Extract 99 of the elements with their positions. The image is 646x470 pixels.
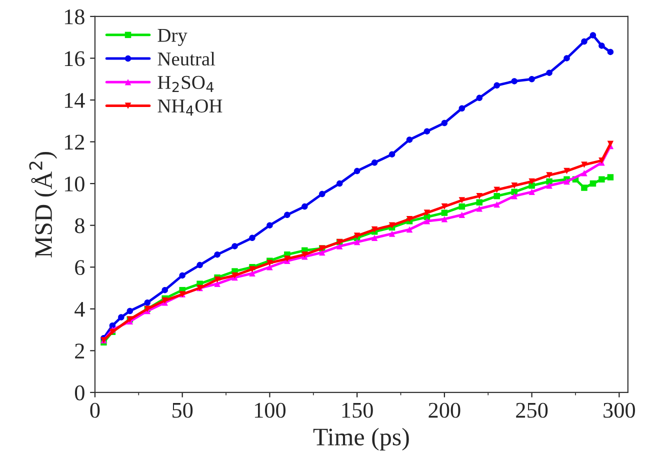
x-tick-label: 300 xyxy=(604,402,635,418)
point xyxy=(581,184,588,191)
y-tick-label: 10 xyxy=(64,176,84,192)
y-tick-label: 14 xyxy=(64,93,85,108)
point xyxy=(581,170,588,176)
point xyxy=(564,55,570,62)
point xyxy=(546,70,552,76)
point xyxy=(546,178,552,185)
point xyxy=(144,300,151,306)
x-tick-label: 200 xyxy=(428,402,460,418)
point xyxy=(494,82,500,89)
point xyxy=(266,222,273,228)
y-tick-label: 2 xyxy=(75,344,84,358)
point xyxy=(564,168,570,174)
y-tick-label: 16 xyxy=(64,51,85,66)
point xyxy=(607,140,614,147)
point xyxy=(590,180,596,187)
point xyxy=(302,203,308,210)
point xyxy=(266,260,273,266)
point xyxy=(598,176,605,183)
point xyxy=(528,182,535,189)
y-axis-title: MSD (Å$^{2}$) xyxy=(29,152,58,258)
x-tick-label: 0 xyxy=(90,402,100,418)
x-axis-title: Time (ps) xyxy=(313,428,409,451)
point xyxy=(249,270,256,277)
point xyxy=(388,222,396,228)
point xyxy=(118,314,124,320)
point xyxy=(494,201,500,208)
point xyxy=(371,234,378,241)
point xyxy=(476,199,483,206)
point xyxy=(607,48,614,56)
y-tick-label: 0 xyxy=(74,385,84,400)
point xyxy=(336,180,343,187)
point xyxy=(354,168,360,174)
point xyxy=(214,251,220,258)
point xyxy=(528,188,535,196)
point xyxy=(458,203,466,210)
point xyxy=(388,230,396,237)
point xyxy=(546,172,552,178)
point xyxy=(607,174,614,180)
point xyxy=(476,192,483,200)
point xyxy=(511,182,518,189)
point xyxy=(511,78,518,84)
point xyxy=(581,38,588,45)
legend-label: Dry xyxy=(158,28,188,46)
point xyxy=(511,192,518,200)
point xyxy=(214,276,220,283)
point xyxy=(388,151,396,158)
point xyxy=(318,249,326,256)
x-tick-label: 50 xyxy=(172,402,193,418)
y-tick-label: 8 xyxy=(74,218,84,234)
point xyxy=(302,251,308,258)
point xyxy=(581,162,588,168)
point xyxy=(284,212,290,218)
point xyxy=(511,188,518,196)
point xyxy=(598,42,605,49)
point xyxy=(598,157,605,164)
point xyxy=(406,216,413,222)
point xyxy=(546,182,552,189)
point xyxy=(528,178,535,185)
point xyxy=(406,226,413,233)
point xyxy=(590,32,596,38)
point xyxy=(476,206,483,212)
point xyxy=(564,178,570,185)
point xyxy=(196,262,203,268)
point xyxy=(249,234,256,241)
point xyxy=(424,128,430,134)
point xyxy=(441,120,448,126)
legend-label: Neutral xyxy=(158,52,216,66)
point xyxy=(371,160,378,166)
point xyxy=(494,192,500,200)
legend-label: H$_{2}$SO$_{4}$ xyxy=(158,76,214,92)
point xyxy=(354,238,360,246)
point xyxy=(318,190,326,198)
point xyxy=(441,216,448,222)
point xyxy=(441,203,448,210)
point xyxy=(494,186,500,193)
x-tick-label: 150 xyxy=(342,402,373,418)
point xyxy=(126,308,134,314)
legend-label: NH$_{4}$OH xyxy=(158,100,222,116)
point xyxy=(179,272,186,279)
point xyxy=(232,243,238,250)
x-tick-label: 250 xyxy=(516,402,548,418)
point xyxy=(458,105,466,112)
point xyxy=(424,210,430,216)
point xyxy=(476,94,483,102)
point xyxy=(162,286,168,294)
y-tick-label: 18 xyxy=(64,9,84,24)
point xyxy=(406,136,413,143)
y-tick-label: 6 xyxy=(75,260,85,276)
x-tick-label: 100 xyxy=(254,402,286,418)
point xyxy=(458,197,466,204)
point xyxy=(528,76,535,82)
point xyxy=(458,212,466,218)
point xyxy=(336,243,343,250)
point xyxy=(424,218,430,224)
point xyxy=(441,210,448,216)
y-tick-label: 4 xyxy=(74,302,85,317)
y-tick-label: 12 xyxy=(64,134,84,150)
